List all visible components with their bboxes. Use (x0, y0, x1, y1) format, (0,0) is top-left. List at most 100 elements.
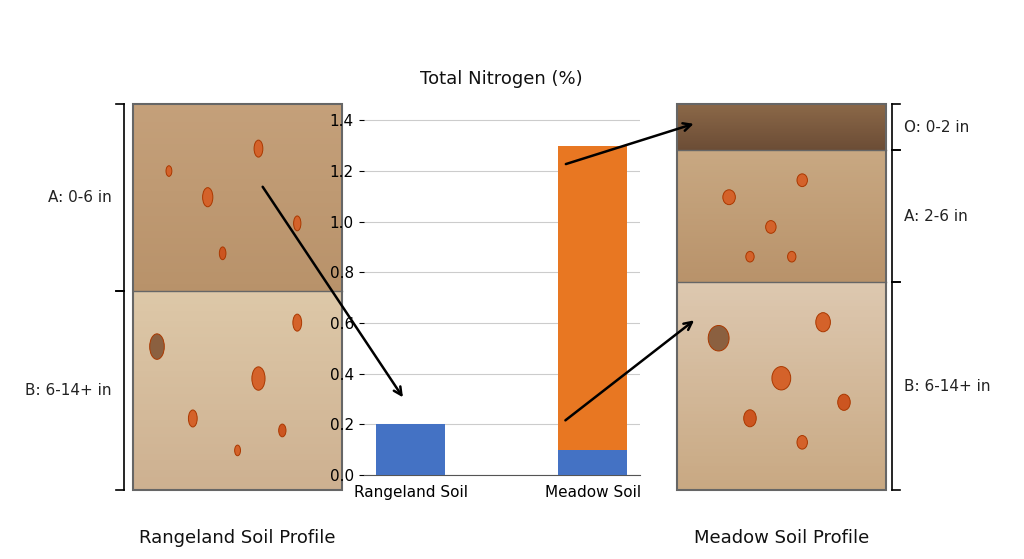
Ellipse shape (188, 410, 198, 427)
Bar (133, 116, 342, 119)
Bar (677, 214, 886, 216)
Bar (677, 128, 886, 129)
Bar (677, 407, 886, 410)
Bar (133, 297, 342, 301)
Bar (133, 477, 342, 480)
Bar (133, 377, 342, 381)
Bar (677, 118, 886, 119)
Ellipse shape (150, 334, 164, 359)
Bar (677, 249, 886, 252)
Bar (677, 280, 886, 282)
Bar (677, 296, 886, 300)
Bar (677, 153, 886, 155)
Bar (677, 292, 886, 296)
Bar (133, 311, 342, 314)
Bar (677, 348, 886, 352)
Bar (133, 381, 342, 384)
Bar (133, 169, 342, 172)
Bar (133, 371, 342, 374)
Bar (677, 168, 886, 170)
Bar (677, 355, 886, 358)
Bar (133, 281, 342, 285)
Bar (133, 129, 342, 132)
Bar (677, 145, 886, 146)
Bar (677, 404, 886, 407)
Text: O: 0-2 in: O: 0-2 in (904, 120, 970, 135)
Bar (133, 473, 342, 477)
Bar (677, 132, 886, 134)
Bar (677, 480, 886, 484)
Bar (677, 157, 886, 159)
Ellipse shape (293, 314, 302, 331)
Bar (677, 238, 886, 240)
Bar (677, 183, 886, 186)
Bar (677, 181, 886, 183)
Bar (677, 123, 886, 124)
Bar (133, 160, 342, 163)
Bar (677, 236, 886, 238)
Bar (133, 334, 342, 337)
Bar (133, 163, 342, 166)
Bar (133, 216, 342, 219)
Bar (133, 231, 342, 235)
Bar (677, 207, 886, 210)
Text: Meadow Soil Profile: Meadow Soil Profile (693, 529, 869, 547)
Bar (677, 260, 886, 262)
Text: B: 6-14+ in: B: 6-14+ in (26, 383, 112, 398)
Bar (677, 113, 886, 114)
Bar (133, 420, 342, 424)
Bar (133, 414, 342, 417)
Bar (677, 432, 886, 435)
Bar (677, 190, 886, 192)
Bar (677, 286, 886, 289)
Bar (677, 449, 886, 452)
Bar (133, 447, 342, 451)
Bar (677, 110, 886, 111)
Bar (133, 178, 342, 182)
Bar (133, 314, 342, 318)
Bar (133, 107, 342, 110)
Bar (133, 263, 342, 266)
Bar (677, 116, 886, 117)
Ellipse shape (772, 367, 791, 390)
Ellipse shape (797, 174, 808, 187)
Bar (677, 271, 886, 273)
Ellipse shape (203, 188, 213, 207)
Bar (133, 213, 342, 216)
Bar (677, 170, 886, 172)
Bar (677, 240, 886, 243)
Bar (677, 278, 886, 280)
Bar (133, 484, 342, 487)
Bar (677, 192, 886, 195)
Bar (133, 318, 342, 321)
Bar (677, 366, 886, 369)
Bar (133, 407, 342, 410)
Bar (133, 347, 342, 350)
Bar (677, 473, 886, 476)
Bar (376, 424, 445, 475)
Title: Total Nitrogen (%): Total Nitrogen (%) (421, 70, 583, 88)
Ellipse shape (294, 216, 301, 231)
Bar (133, 104, 342, 107)
Bar (677, 428, 886, 432)
Ellipse shape (254, 140, 263, 157)
Bar (133, 304, 342, 307)
Bar (677, 104, 886, 105)
Bar (677, 245, 886, 247)
Ellipse shape (279, 424, 286, 437)
Bar (677, 324, 886, 327)
Bar (133, 110, 342, 113)
Bar (677, 143, 886, 144)
Bar (677, 383, 886, 386)
Bar (677, 446, 886, 449)
Bar (133, 357, 342, 361)
Bar (133, 244, 342, 247)
Bar (677, 234, 886, 236)
Bar (677, 179, 886, 181)
Bar (133, 154, 342, 157)
Bar (677, 115, 886, 116)
Bar (677, 314, 886, 317)
Bar (133, 387, 342, 391)
Bar (677, 111, 886, 112)
Bar (677, 105, 886, 106)
